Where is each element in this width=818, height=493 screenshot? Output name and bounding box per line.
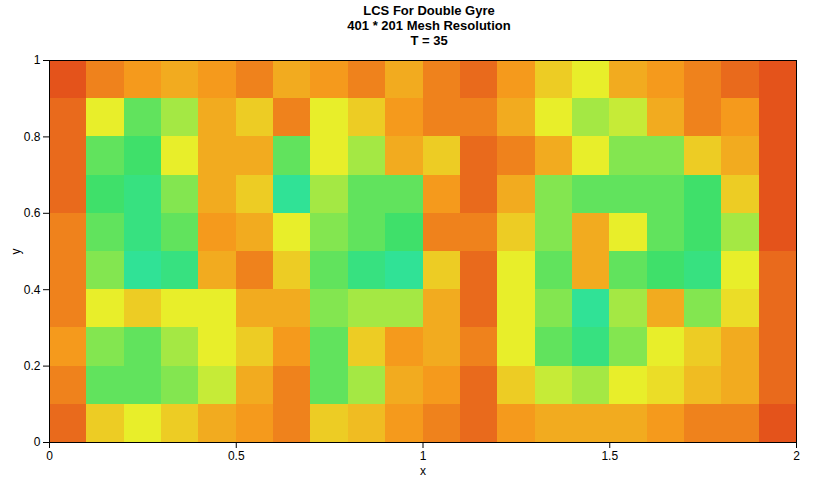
svg-text:x: x xyxy=(420,464,426,478)
svg-text:0.8: 0.8 xyxy=(24,130,41,144)
svg-text:0.6: 0.6 xyxy=(24,206,41,220)
html-text:T = 35: T = 35 xyxy=(410,33,448,48)
html-text:LCS For Double Gyre: LCS For Double Gyre xyxy=(363,3,495,18)
svg-text:0.5: 0.5 xyxy=(228,449,245,463)
svg-text:1: 1 xyxy=(420,449,427,463)
svg-text:y: y xyxy=(9,249,23,255)
svg-text:0.2: 0.2 xyxy=(24,359,41,373)
svg-text:0.4: 0.4 xyxy=(24,283,41,297)
svg-text:0: 0 xyxy=(46,449,53,463)
svg-text:0: 0 xyxy=(34,435,41,449)
svg-text:1: 1 xyxy=(34,53,41,67)
svg-text:1.5: 1.5 xyxy=(601,449,618,463)
svg-text:2: 2 xyxy=(793,449,800,463)
html-text:401 * 201 Mesh Resolution: 401 * 201 Mesh Resolution xyxy=(347,18,511,33)
